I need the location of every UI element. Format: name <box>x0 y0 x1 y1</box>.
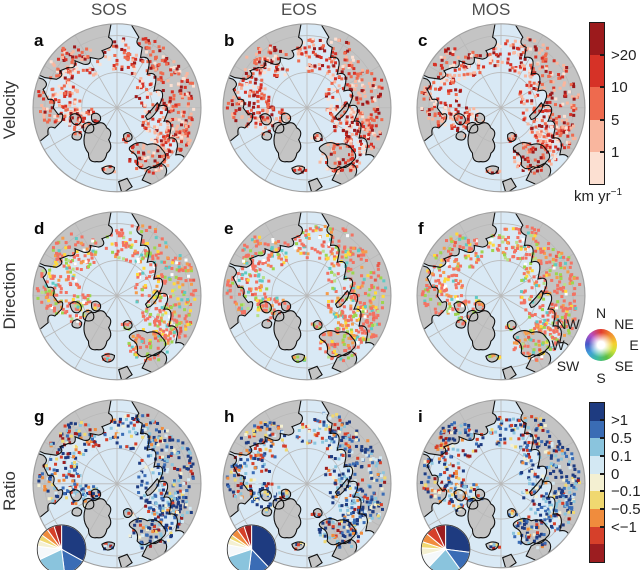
direction-colorwheel <box>585 329 617 361</box>
ratio-colorbar-segment <box>590 403 604 421</box>
velocity-unit-base: km yr <box>573 188 611 205</box>
ratio-colorbar-tick <box>600 454 605 457</box>
ratio-colorbar-tick-label: <−1 <box>611 519 637 537</box>
panel-i-ratio-mos: i <box>416 399 586 570</box>
ratio-colorbar-segment <box>590 456 604 474</box>
compass-label-nw: NW <box>556 316 580 332</box>
map-f <box>416 211 586 389</box>
compass-label-e: E <box>629 337 639 353</box>
ratio-colorbar-tick <box>600 490 605 493</box>
ratio-colorbar-tick <box>600 508 605 511</box>
velocity-colorbar-segment <box>590 23 604 56</box>
ratio-colorbar-segment <box>590 438 604 457</box>
panel-letter-i: i <box>418 407 423 426</box>
ratio-colorbar-tick <box>600 418 605 421</box>
map-e <box>222 211 392 389</box>
panel-letter-e: e <box>224 219 234 238</box>
ratio-colorbar-segment <box>590 420 604 439</box>
compass-label-w: W <box>551 337 565 353</box>
velocity-colorbar-tick-label: >20 <box>611 46 637 64</box>
ratio-colorbar-segment <box>590 526 604 545</box>
panel-d-direction-sos: d <box>32 211 202 389</box>
panel-h-ratio-eos: h <box>222 399 392 570</box>
ratio-colorbar-segment <box>590 473 604 492</box>
row-title-velocity: Velocity <box>0 80 19 140</box>
panel-b-velocity-eos: b <box>222 23 392 201</box>
map-d <box>32 211 202 389</box>
panel-letter-g: g <box>34 407 45 426</box>
map-i <box>416 399 586 570</box>
ratio-colorbar-tick-label: 0 <box>611 465 620 483</box>
column-title-sos: SOS <box>91 0 127 19</box>
compass-label-ne: NE <box>614 316 634 332</box>
velocity-colorbar-tick-label: 10 <box>611 79 628 97</box>
panel-letter-c: c <box>418 31 428 50</box>
velocity-colorbar-tick <box>600 118 605 121</box>
panel-e-direction-eos: e <box>222 211 392 389</box>
compass-label-sw: SW <box>556 358 580 374</box>
velocity-colorbar <box>589 22 605 185</box>
map-b <box>222 23 392 201</box>
ratio-colorbar-segment <box>590 544 604 563</box>
row-title-direction: Direction <box>0 262 19 330</box>
ratio-colorbar-segment <box>590 509 604 527</box>
ratio-colorbar-tick-label: 0.1 <box>611 447 632 465</box>
velocity-colorbar-tick <box>600 53 605 56</box>
ratio-colorbar <box>589 402 605 563</box>
velocity-colorbar-segment <box>590 55 604 88</box>
panel-c-velocity-mos: c <box>416 23 586 201</box>
panel-letter-h: h <box>224 407 235 426</box>
ratio-colorbar-tick-label: >1 <box>611 411 629 429</box>
velocity-unit-exponent: −1 <box>610 187 623 198</box>
panel-letter-f: f <box>418 219 424 238</box>
panel-letter-b: b <box>224 31 235 50</box>
column-title-eos: EOS <box>281 0 317 19</box>
panel-a-velocity-sos: a <box>32 23 202 201</box>
compass-label-n: N <box>595 305 607 321</box>
panel-letter-d: d <box>34 219 45 238</box>
velocity-unit-label: km yr−1 <box>556 187 640 205</box>
map-h <box>222 399 392 570</box>
velocity-colorbar-tick <box>600 86 605 89</box>
velocity-colorbar-tick-label: 1 <box>611 144 620 162</box>
ratio-colorbar-tick <box>600 526 605 529</box>
panel-g-ratio-sos: g <box>32 399 202 570</box>
velocity-colorbar-tick-label: 5 <box>611 111 620 129</box>
ratio-colorbar-segment <box>590 491 604 510</box>
panel-f-direction-mos: f <box>416 211 586 389</box>
panel-letter-a: a <box>34 31 44 50</box>
ratio-colorbar-tick <box>600 472 605 475</box>
velocity-colorbar-segment <box>590 119 604 152</box>
column-title-mos: MOS <box>471 0 511 19</box>
map-a <box>32 23 202 201</box>
row-title-ratio: Ratio <box>0 471 19 511</box>
ratio-colorbar-tick-label: −0.1 <box>611 483 640 501</box>
compass-label-s: S <box>596 370 606 386</box>
ratio-colorbar-tick-label: 0.5 <box>611 429 632 447</box>
compass-label-se: SE <box>614 358 634 374</box>
map-c <box>416 23 586 201</box>
velocity-colorbar-segment <box>590 151 604 185</box>
velocity-colorbar-tick <box>600 151 605 154</box>
velocity-colorbar-segment <box>590 87 604 120</box>
ratio-colorbar-tick <box>600 436 605 439</box>
ratio-colorbar-tick-label: −0.5 <box>611 501 640 519</box>
map-g <box>32 399 202 570</box>
